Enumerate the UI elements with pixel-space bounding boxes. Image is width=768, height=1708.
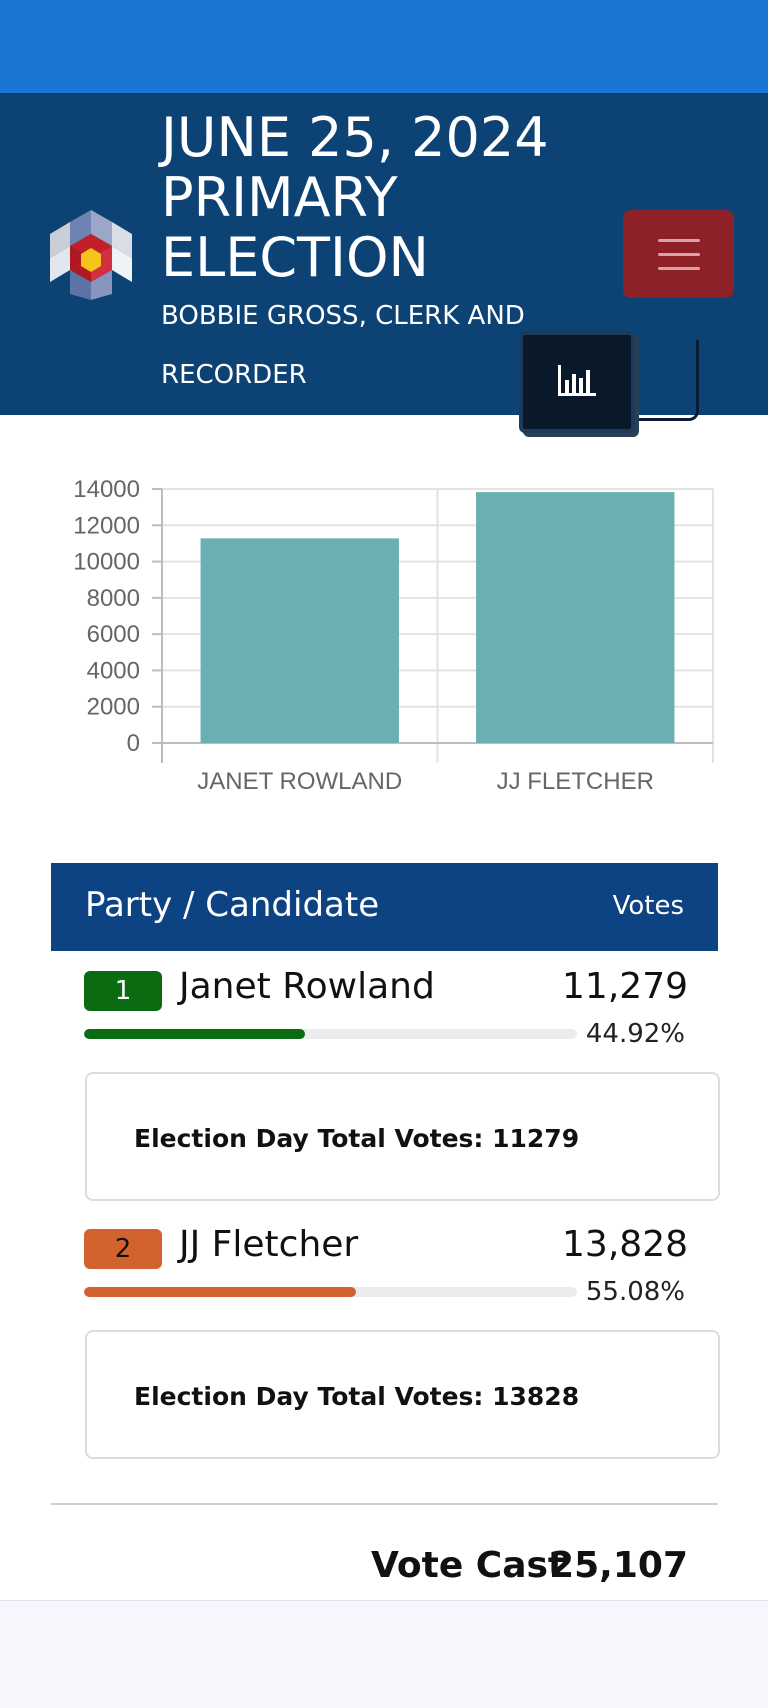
chart-x-tick-label: JJ FLETCHER <box>497 768 654 795</box>
hamburger-menu-icon <box>657 238 700 242</box>
chart-y-tick-label: 0 <box>127 730 140 757</box>
vote-cast-value: 25,107 <box>549 1545 688 1586</box>
election-day-total: Election Day Total Votes: 13828 <box>134 1382 580 1411</box>
vote-share-fill <box>84 1287 356 1297</box>
candidate-detail-box: Election Day Total Votes: 11279 <box>85 1072 720 1201</box>
votes-header: Votes <box>612 891 684 921</box>
party-candidate-header: Party / Candidate <box>85 885 380 925</box>
candidate-detail-box: Election Day Total Votes: 13828 <box>85 1330 720 1459</box>
chart-y-tick-label: 10000 <box>73 549 140 576</box>
chart-bar <box>476 492 675 743</box>
candidate-percent: 44.92% <box>585 1019 685 1049</box>
totals-divider <box>51 1503 718 1505</box>
vote-share-bar <box>84 1287 577 1297</box>
chart-y-tick-label: 6000 <box>87 621 140 648</box>
chart-toggle-button[interactable] <box>519 331 635 433</box>
chart-y-tick-label: 14000 <box>73 476 140 503</box>
chart-y-tick-label: 12000 <box>73 512 140 539</box>
page-subtitle-line-2: RECORDER <box>161 360 307 390</box>
menu-button[interactable] <box>623 210 734 298</box>
candidate-votes: 11,279 <box>562 966 688 1007</box>
candidate-name: Janet Rowland <box>179 966 435 1007</box>
results-table-header: Party / Candidate Votes <box>51 863 718 951</box>
candidate-votes: 13,828 <box>562 1224 688 1265</box>
vote-bar-chart: 14000 12000 10000 8000 6000 4000 2000 0 JANET RO… <box>73 476 714 795</box>
chart-bar <box>200 538 399 743</box>
bar-chart-icon <box>558 365 596 396</box>
chart-y-tick-label: 8000 <box>87 585 140 612</box>
top-status-strip <box>0 0 768 93</box>
vote-share-bar <box>84 1029 577 1039</box>
election-day-total: Election Day Total Votes: 11279 <box>134 1124 580 1153</box>
vote-cast-label: Vote Cast <box>371 1545 566 1586</box>
candidate-rank-badge: 1 <box>84 971 162 1011</box>
candidate-percent: 55.08% <box>585 1277 685 1307</box>
page-title-line-3: ELECTION <box>161 226 429 289</box>
candidate-name: JJ Fletcher <box>179 1224 359 1265</box>
chart-y-tick-label: 2000 <box>87 694 140 721</box>
chart-y-tick-label: 4000 <box>87 657 140 684</box>
page-footer <box>0 1600 768 1708</box>
chart-x-tick-label: JANET ROWLAND <box>197 768 402 795</box>
page-subtitle-line-1: BOBBIE GROSS, CLERK AND <box>161 301 525 331</box>
page-title-line-1: JUNE 25, 2024 <box>161 106 549 169</box>
colorado-logo-icon <box>50 210 132 300</box>
candidate-rank-badge: 2 <box>84 1229 162 1269</box>
vote-share-fill <box>84 1029 306 1039</box>
page-title-line-2: PRIMARY <box>161 166 398 229</box>
